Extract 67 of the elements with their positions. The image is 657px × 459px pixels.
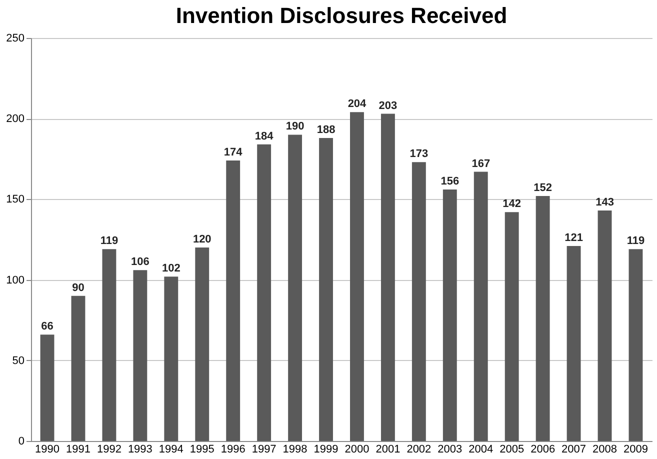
bar xyxy=(412,162,426,441)
bar xyxy=(319,138,333,441)
bar xyxy=(442,190,457,441)
data-label: 190 xyxy=(286,120,304,133)
bar xyxy=(195,248,210,441)
x-tick-label: 1992 xyxy=(96,444,122,456)
data-label: 119 xyxy=(626,235,645,248)
x-tick-label: 1991 xyxy=(66,444,90,456)
data-label: 204 xyxy=(348,98,368,110)
data-label: 119 xyxy=(100,235,118,248)
y-tick-label: 100 xyxy=(6,274,24,286)
bar xyxy=(257,144,272,441)
x-tick-label: 1998 xyxy=(282,444,308,456)
data-label: 143 xyxy=(596,196,614,208)
x-tick-label: 1997 xyxy=(252,444,276,456)
x-tick-label: 2000 xyxy=(344,444,370,456)
data-label: 106 xyxy=(131,256,150,268)
x-tick-label: 2009 xyxy=(623,444,648,456)
y-tick-label: 50 xyxy=(12,354,24,367)
x-tick-label: 2003 xyxy=(438,444,462,456)
data-label: 142 xyxy=(502,198,522,210)
bar xyxy=(288,134,302,441)
bar xyxy=(226,160,240,441)
x-tick-label: 2008 xyxy=(592,444,618,456)
x-tick-label: 2006 xyxy=(530,444,556,456)
x-tick-label: 1994 xyxy=(158,444,184,456)
x-tick-label: 2002 xyxy=(406,444,432,456)
bar xyxy=(598,210,612,441)
x-tick-label: 1996 xyxy=(220,444,246,456)
bar xyxy=(40,334,54,441)
data-label: 203 xyxy=(378,100,398,112)
data-label: 188 xyxy=(316,124,336,136)
x-tick-label: 2004 xyxy=(468,444,494,456)
bar xyxy=(566,246,581,441)
data-label: 121 xyxy=(564,232,583,244)
x-tick-label: 1993 xyxy=(128,444,152,456)
data-label: 152 xyxy=(534,182,552,194)
x-tick-label: 2005 xyxy=(500,444,524,456)
data-label: 174 xyxy=(224,146,244,159)
data-label: 120 xyxy=(192,234,212,246)
bar xyxy=(536,196,550,441)
data-label: 66 xyxy=(41,320,54,333)
data-label: 90 xyxy=(72,282,84,294)
bar xyxy=(164,276,178,441)
bar xyxy=(474,172,488,441)
data-label: 173 xyxy=(410,148,428,160)
y-tick-label: 150 xyxy=(6,194,24,206)
bar xyxy=(350,112,364,441)
x-tick-label: 1990 xyxy=(35,444,60,456)
bar xyxy=(71,296,86,441)
data-label: 102 xyxy=(162,262,180,275)
bar xyxy=(380,114,395,441)
bar xyxy=(133,270,148,441)
bar xyxy=(102,249,116,441)
y-tick-label: 0 xyxy=(18,436,24,448)
x-tick-label: 2007 xyxy=(562,444,586,456)
data-label: 184 xyxy=(254,130,274,142)
data-label: 156 xyxy=(440,176,460,188)
bar xyxy=(504,212,519,441)
y-tick-label: 250 xyxy=(6,32,24,44)
x-tick-label: 1999 xyxy=(314,444,338,456)
bar xyxy=(628,249,643,441)
y-tick-label: 200 xyxy=(6,113,24,126)
x-tick-label: 2001 xyxy=(376,444,400,456)
chart-title: Invention Disclosures Received xyxy=(176,3,508,28)
x-tick-label: 1995 xyxy=(190,444,214,456)
data-label: 167 xyxy=(472,158,490,170)
